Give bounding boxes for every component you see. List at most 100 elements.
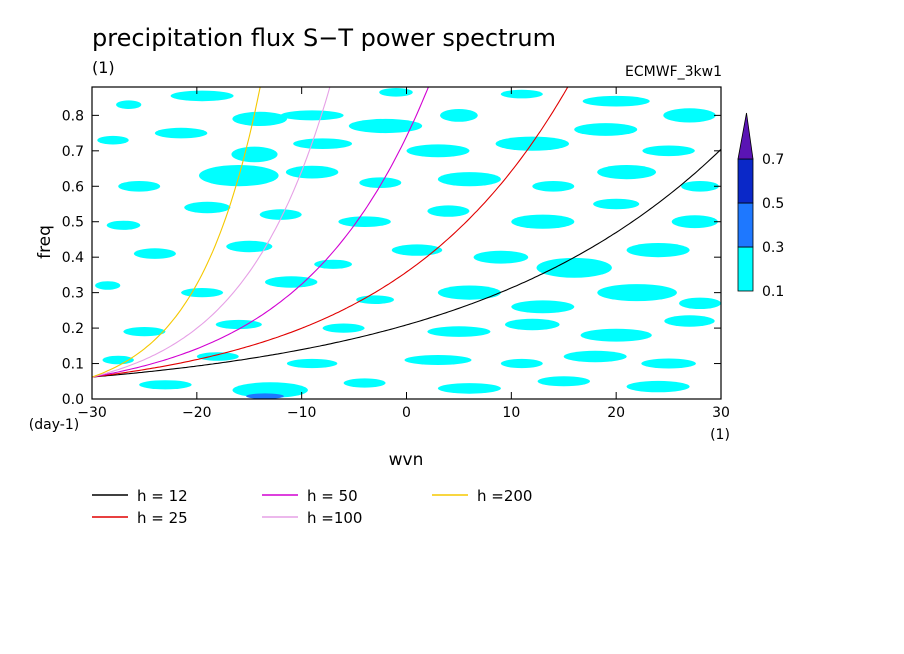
shaded-region — [593, 198, 640, 210]
shaded-region — [286, 358, 338, 369]
shaded-region — [626, 243, 690, 258]
shaded-region — [511, 300, 575, 314]
shaded-region — [679, 297, 721, 309]
y-tick-label: 0.7 — [62, 144, 84, 160]
shaded-region — [671, 215, 718, 229]
shaded-region — [259, 209, 302, 220]
legend-label: h = 12 — [137, 487, 188, 505]
shaded-region — [322, 323, 365, 333]
shaded-region — [597, 284, 677, 302]
colorbar-label: 0.3 — [762, 240, 784, 256]
shaded-region — [102, 355, 134, 365]
shaded-region — [226, 240, 273, 253]
shaded-region — [391, 244, 443, 256]
shaded-region — [597, 165, 656, 180]
x-tick-label: −10 — [287, 405, 317, 421]
y-tick-label: 0.1 — [62, 357, 84, 373]
shaded-region — [123, 327, 166, 337]
shaded-region — [563, 350, 627, 363]
shaded-region — [232, 111, 287, 126]
shaded-region — [348, 118, 423, 134]
shaded-region — [582, 95, 650, 107]
power-shading — [95, 88, 721, 399]
shaded-region — [170, 90, 234, 102]
shaded-region — [293, 138, 352, 149]
dispersion-line-h100 — [92, 87, 331, 378]
chart-subtitle-unit: (1) — [92, 58, 115, 77]
shaded-region — [343, 378, 386, 388]
legend: h = 12 h = 25 h = 50 h =100 h =200 — [92, 487, 532, 527]
x-axis-label: wvn — [389, 450, 424, 470]
shaded-region — [641, 358, 696, 369]
y-tick-label: 0.2 — [62, 321, 84, 337]
x-tick-label: 10 — [502, 405, 520, 421]
dispersion-line-h12 — [92, 148, 721, 378]
shaded-region — [427, 326, 491, 337]
shaded-region — [664, 315, 715, 327]
shaded-region — [574, 123, 638, 136]
shaded-region — [232, 382, 308, 398]
shaded-region — [681, 181, 719, 192]
chart-title: precipitation flux S−T power spectrum — [92, 24, 556, 52]
shaded-region — [106, 220, 141, 230]
shaded-region — [118, 181, 161, 192]
colorbar: 0.1 0.3 0.5 0.7 — [737, 112, 784, 300]
shaded-region — [379, 88, 413, 97]
shaded-region — [626, 380, 690, 393]
shaded-region — [116, 100, 142, 109]
shaded-region — [642, 145, 695, 157]
legend-label: h =100 — [307, 509, 362, 527]
shaded-region — [154, 127, 208, 139]
y-tick-label: 0.4 — [62, 250, 84, 266]
dispersion-line-h200 — [92, 87, 261, 378]
shaded-region — [314, 259, 352, 269]
y-axis-ticks: 0.0 0.1 0.2 0.3 0.4 0.5 0.6 0.7 0.8 — [62, 108, 721, 408]
dispersion-line-h50 — [92, 87, 430, 378]
colorbar-label: 0.1 — [762, 284, 784, 300]
shaded-region — [406, 144, 470, 158]
shaded-region — [536, 257, 612, 278]
shaded-region — [440, 109, 478, 122]
shaded-region — [285, 165, 339, 179]
shaded-region — [500, 89, 543, 99]
colorbar-label: 0.5 — [762, 196, 784, 212]
shaded-region — [265, 276, 318, 288]
colorbar-label: 0.7 — [762, 152, 784, 168]
shaded-region — [246, 393, 284, 399]
shaded-region — [139, 380, 192, 390]
x-tick-label: 0 — [402, 405, 411, 421]
shaded-region — [181, 288, 224, 298]
shaded-region — [537, 376, 590, 387]
shaded-region — [532, 181, 575, 192]
y-tick-label: 0.8 — [62, 108, 84, 124]
shaded-region — [663, 108, 716, 123]
y-unit-label: (day-1) — [29, 417, 79, 433]
x-tick-label: 30 — [712, 405, 730, 421]
legend-label: h = 25 — [137, 509, 188, 527]
shaded-region — [338, 216, 391, 227]
y-tick-label: 0.5 — [62, 215, 84, 231]
shaded-region — [437, 172, 501, 187]
colorbar-arrow — [737, 112, 754, 160]
shaded-region — [427, 205, 470, 217]
model-label: ECMWF_3kw1 — [625, 64, 722, 80]
colorbar-segment — [737, 246, 754, 292]
shaded-region — [500, 358, 543, 369]
shaded-region — [511, 214, 575, 229]
shaded-region — [133, 248, 176, 259]
shaded-region — [280, 110, 344, 121]
shaded-region — [97, 135, 129, 145]
shaded-region — [580, 328, 652, 342]
x-tick-label: −20 — [182, 405, 212, 421]
x-unit-label: (1) — [710, 427, 730, 443]
y-tick-label: 0.6 — [62, 179, 84, 195]
shaded-region — [473, 250, 529, 264]
colorbar-segment — [737, 202, 754, 248]
shaded-region — [95, 281, 121, 290]
y-axis-label: freq — [35, 225, 55, 259]
dispersion-curves — [92, 87, 721, 378]
shaded-region — [231, 146, 278, 163]
shaded-region — [215, 319, 262, 330]
y-tick-label: 0.0 — [62, 392, 84, 408]
